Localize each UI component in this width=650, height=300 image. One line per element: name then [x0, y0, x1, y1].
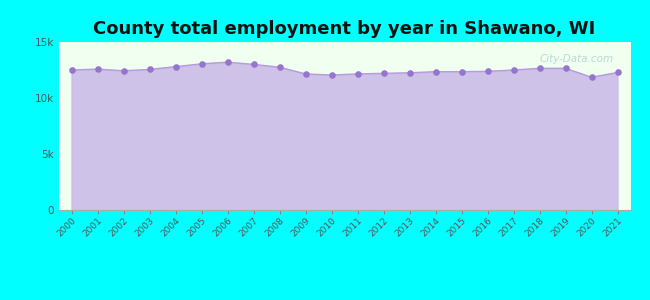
Point — [352, 71, 363, 76]
Point — [170, 64, 181, 69]
Point — [144, 67, 155, 72]
Point — [482, 69, 493, 74]
Point — [222, 60, 233, 64]
Point — [404, 70, 415, 75]
Title: County total employment by year in Shawano, WI: County total employment by year in Shawa… — [94, 20, 595, 38]
Point — [612, 70, 623, 75]
Point — [326, 73, 337, 77]
Point — [430, 69, 441, 74]
Point — [196, 61, 207, 66]
Point — [534, 66, 545, 71]
Point — [300, 71, 311, 76]
Point — [92, 67, 103, 71]
Point — [508, 68, 519, 72]
Point — [66, 68, 77, 72]
Point — [378, 71, 389, 76]
Text: City-Data.com: City-Data.com — [540, 54, 614, 64]
Point — [118, 68, 129, 73]
Point — [274, 65, 285, 70]
Point — [560, 66, 571, 71]
Point — [248, 62, 259, 67]
Point — [586, 75, 597, 80]
Point — [456, 69, 467, 74]
